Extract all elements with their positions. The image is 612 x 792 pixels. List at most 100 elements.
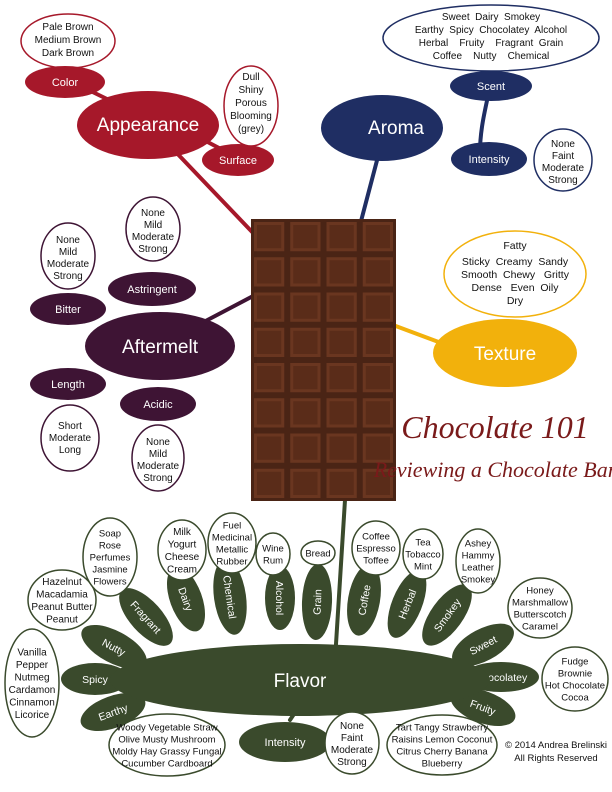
flavor-value: Hot Chocolate bbox=[545, 680, 605, 691]
chocolate-square-inset bbox=[365, 295, 390, 319]
copyright-line: © 2014 Andrea Brelinski bbox=[505, 740, 607, 751]
flavor-petal-shape bbox=[450, 687, 516, 727]
chocolate-square-inset bbox=[293, 436, 318, 460]
flavor-petal-shape bbox=[265, 566, 295, 630]
flavor-values-bubble bbox=[541, 646, 609, 712]
flavor-value: Rubber bbox=[216, 556, 247, 567]
flavor-value: Wine bbox=[262, 543, 284, 554]
texture-label: Texture bbox=[474, 344, 536, 365]
flavor-values-bubble bbox=[507, 577, 573, 639]
flavor-values-bubble bbox=[82, 517, 138, 597]
texture-group: Fatty Sticky Creamy Sandy Smooth Chewy G… bbox=[433, 230, 587, 387]
aroma-scent-label: Scent bbox=[477, 81, 505, 93]
aroma-intensity-value: None bbox=[551, 139, 575, 150]
chocolate-bar bbox=[251, 219, 396, 501]
chocolate-square-inset bbox=[329, 330, 354, 354]
page-title: Chocolate 101 bbox=[401, 409, 589, 445]
flavor-connector bbox=[333, 498, 347, 662]
flavor-value: Raisins Lemon Coconut bbox=[392, 734, 493, 745]
appearance-color-value: Medium Brown bbox=[35, 35, 102, 46]
flavor-petal-label: Coffee bbox=[356, 584, 373, 617]
flavor-value: Butterscotch bbox=[514, 609, 567, 620]
flavor-value: Peanut Butter bbox=[31, 602, 93, 613]
flavor-petal-coffee: Coffee bbox=[347, 564, 381, 636]
texture-value: Sticky Creamy Sandy bbox=[462, 256, 569, 268]
texture-value: Smooth Chewy Gritty bbox=[461, 269, 570, 281]
chocolate-square-inset bbox=[293, 401, 318, 425]
aftermelt-bitter-node bbox=[30, 293, 106, 325]
chocolate-square-inset bbox=[257, 330, 282, 354]
aftermelt-acidic-value: Strong bbox=[143, 473, 172, 484]
aftermelt-bitter-value: None bbox=[56, 235, 80, 246]
appearance-color-value: Pale Brown bbox=[42, 22, 93, 33]
texture-value: Dry bbox=[507, 295, 524, 307]
flavor-value: Yogurt bbox=[168, 539, 197, 550]
flavor-value: Peanut bbox=[46, 614, 78, 625]
aftermelt-astringent-label: Astringent bbox=[127, 284, 177, 296]
chocolate-square-inset bbox=[293, 330, 318, 354]
flavor-value: Brownie bbox=[558, 668, 592, 679]
flavor-petal-smokey: Smokey bbox=[422, 584, 472, 646]
flavor-petal-shape bbox=[387, 570, 427, 638]
flavor-label: Flavor bbox=[274, 671, 327, 692]
aroma-node bbox=[321, 95, 443, 161]
chocolate-square-inset bbox=[329, 401, 354, 425]
aftermelt-astringent-value: Mild bbox=[144, 220, 162, 231]
flavor-value: Soap bbox=[99, 528, 121, 539]
flavor-petal-herbal: Herbal bbox=[387, 570, 427, 638]
aftermelt-astringent-value: None bbox=[141, 208, 165, 219]
appearance-surface-node bbox=[202, 144, 274, 176]
appearance-color-value: Dark Brown bbox=[42, 48, 94, 59]
chocolate-square-inset bbox=[293, 225, 318, 249]
flavor-intensity-values-bubble bbox=[324, 711, 380, 775]
flavor-values-grain: Bread bbox=[300, 540, 336, 566]
flavor-value: Olive Musty Mushroom bbox=[118, 734, 215, 745]
texture-values-bubble bbox=[443, 230, 587, 318]
flavor-petal-shape bbox=[213, 559, 247, 635]
chocolate-square-inset bbox=[365, 471, 390, 495]
flavor-value: Smokey bbox=[461, 574, 496, 585]
flavor-petal-grain: Grain bbox=[301, 564, 333, 640]
aroma-intensity-value: Strong bbox=[548, 175, 577, 186]
flavor-values-bubble bbox=[402, 528, 444, 580]
flavor-petal-label: Grain bbox=[312, 589, 325, 615]
chocolate-square-inset bbox=[365, 260, 390, 284]
flavor-value: Mint bbox=[414, 561, 432, 572]
flavor-value: Bread bbox=[305, 548, 330, 559]
flavor-values-bubble bbox=[455, 528, 501, 594]
flavor-intensity-value: Strong bbox=[337, 757, 366, 768]
flavor-value: Leather bbox=[462, 562, 494, 573]
flavor-value: Fuel bbox=[223, 520, 241, 531]
page-subtitle: Reviewing a Chocolate Bar bbox=[373, 457, 612, 482]
flavor-value: Coffee bbox=[362, 531, 390, 542]
aftermelt-acidic-value: Moderate bbox=[137, 461, 180, 472]
flavor-values-bubble bbox=[157, 519, 207, 581]
flavor-petal-label: Alcohol bbox=[273, 581, 285, 615]
aftermelt-astringent-values-bubble bbox=[125, 196, 181, 262]
chocolate-square-inset bbox=[365, 401, 390, 425]
flavor-value: Toffee bbox=[363, 555, 389, 566]
flavor-value: Citrus Cherry Banana bbox=[396, 746, 488, 757]
flavor-petal-shape bbox=[166, 566, 206, 632]
chocolate-square-inset bbox=[365, 225, 390, 249]
aroma-group: Sweet Dairy Smokey Earthy Spicy Chocolat… bbox=[321, 4, 600, 192]
flavor-value: Honey bbox=[526, 585, 554, 596]
flavor-value: Licorice bbox=[15, 710, 50, 721]
aftermelt-bitter-value: Mild bbox=[59, 247, 77, 258]
aftermelt-length-value: Long bbox=[59, 445, 81, 456]
appearance-surface-value: Dull bbox=[242, 72, 259, 83]
aroma-label: Aroma bbox=[368, 118, 424, 139]
appearance-surface-value: (grey) bbox=[238, 124, 264, 135]
flavor-value: Woody Vegetable Straw bbox=[116, 722, 217, 733]
flavor-petal-shape bbox=[452, 623, 514, 667]
flavor-value: Pepper bbox=[16, 660, 49, 671]
